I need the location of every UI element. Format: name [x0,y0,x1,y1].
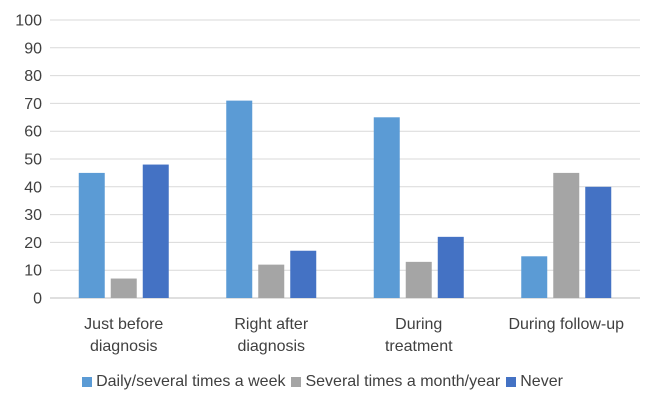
legend-swatch-never [506,377,517,387]
bar-chart: 0 10 20 30 40 50 60 70 80 90 100 Just before diagno… [15,13,640,355]
x-category-label: During treatment [385,316,453,355]
bar-series-1-category-1 [258,264,285,298]
y-tick-label: 0 [33,291,42,308]
legend-item-several-times: Several times a month/year [291,373,500,391]
y-tick-label: 60 [24,124,42,141]
bar-series-2-category-2 [437,236,464,298]
x-category-label-line: Just before [84,316,163,333]
bar-series-1-category-3 [553,172,580,298]
bar-series-2-category-1 [290,250,317,298]
bar-series-1-category-2 [405,261,432,298]
legend-label-several-times: Several times a month/year [305,373,501,390]
x-category-label-line: diagnosis [237,338,305,355]
y-tick-label: 30 [24,207,42,224]
bar-series-0-category-3 [521,256,548,298]
legend-swatch-several-times [291,377,302,387]
legend-item-never: Never [506,373,563,391]
bar-series-0-category-1 [226,100,253,299]
legend-item-daily: Daily/several times a week [82,373,285,391]
legend: Daily/several times a week Several times… [0,370,645,394]
y-tick-label: 70 [24,96,42,113]
bar-series-0-category-0 [78,172,105,298]
legend-label-daily: Daily/several times a week [96,373,286,390]
x-category-label: Just before diagnosis [84,316,163,355]
legend-swatch-daily [82,377,93,387]
y-tick-label: 90 [24,40,42,57]
x-category-label-line: Right after [234,316,308,333]
y-tick-label: 100 [15,13,42,30]
bar-series-1-category-0 [110,278,137,298]
y-tick-label: 50 [24,152,42,169]
bars [78,100,612,299]
x-category-label: During follow-up [508,316,624,333]
bar-series-2-category-0 [142,164,169,298]
x-category-label-line: treatment [385,338,453,355]
y-axis-tick-labels: 0 10 20 30 40 50 60 70 80 90 100 [15,13,42,308]
gridlines [50,19,640,299]
bar-series-0-category-2 [373,117,400,298]
y-tick-label: 80 [24,68,42,85]
x-category-label-line: During [395,316,442,333]
x-category-label-line: During follow-up [508,316,624,333]
y-tick-label: 20 [24,235,42,252]
legend-label-never: Never [520,373,563,390]
y-tick-label: 10 [24,263,42,280]
x-axis-category-labels: Just before diagnosis Right after diagnosis… [84,316,624,355]
bar-series-2-category-3 [585,186,612,298]
y-tick-label: 40 [24,179,42,196]
x-category-label: Right after diagnosis [234,316,308,355]
x-category-label-line: diagnosis [90,338,158,355]
